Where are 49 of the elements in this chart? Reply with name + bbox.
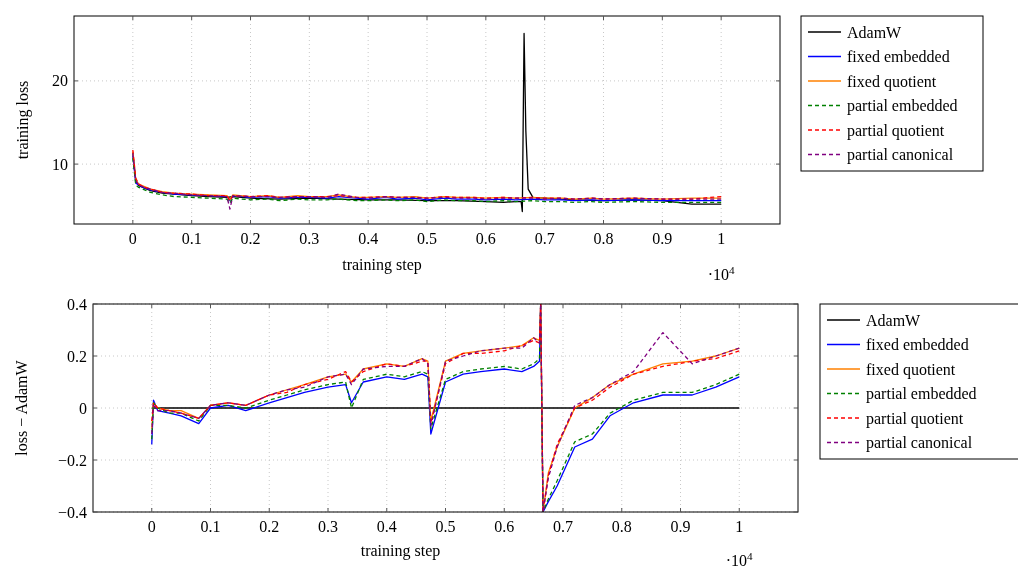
x-tick-label: 0.9 [670,518,691,535]
legend-label: partial embedded [847,97,958,116]
y-tick-label: −0.2 [57,451,87,469]
y-tick-label: 0.2 [67,347,87,365]
x-tick-label: 0.9 [652,230,673,247]
x-tick-label: 1 [735,518,744,535]
x-tick-label: 0.7 [534,230,555,247]
y-axis-title: training loss [14,80,32,160]
y-tick-label: 10 [52,155,68,173]
x-tick-label: 0.1 [200,518,221,535]
y-tick-label: 0.4 [67,295,87,313]
y-tick-label: −0.4 [57,503,87,521]
x-tick-label: 0.1 [181,230,202,247]
x-tick-label: 0.6 [475,230,496,247]
x-tick-label: 0.8 [593,230,614,247]
line-series [151,304,740,512]
legend-label: partial embedded [866,385,977,404]
legend-label: AdamW [866,311,922,329]
x-tick-label: 0.4 [358,230,379,247]
x-tick-label: 0.2 [259,518,280,535]
y-axis-title: loss − AdamW [13,359,30,456]
y-tick-label: 0 [79,399,87,417]
legend-label: fixed embedded [847,48,950,66]
x-axis-title: training step [342,256,422,274]
legend-label: partial quotient [866,409,964,428]
line-series [132,152,722,210]
x-tick-label: 0.4 [376,518,397,535]
text: ·10$^{4}$ [707,264,736,283]
x-tick-label: 0.7 [553,518,573,535]
legend-label: partial quotient [847,121,945,140]
x-tick-label: 0.5 [435,518,456,535]
legend-label: fixed quotient [847,72,937,91]
x-tick-label: 0.5 [417,230,437,247]
legend-label: fixed quotient [866,360,956,379]
x-tick-label: 0 [128,230,137,247]
legend-label: partial canonical [847,146,954,165]
x-tick-label: 1 [717,230,726,247]
x-axis-title: training step [360,542,441,560]
legend-label: AdamW [847,23,903,41]
y-tick-label: 20 [52,72,68,90]
x-tick-label: 0.8 [611,518,632,535]
x-tick-label: 0.3 [318,518,338,535]
legend-label: partial canonical [866,434,973,453]
text: ·10$^{4}$ [725,550,754,566]
legend-label: fixed embedded [866,336,969,354]
x-tick-label: 0.2 [240,230,261,247]
x-tick-label: 0.6 [494,518,515,535]
x-tick-label: 0 [147,518,156,535]
x-tick-label: 0.3 [299,230,320,247]
